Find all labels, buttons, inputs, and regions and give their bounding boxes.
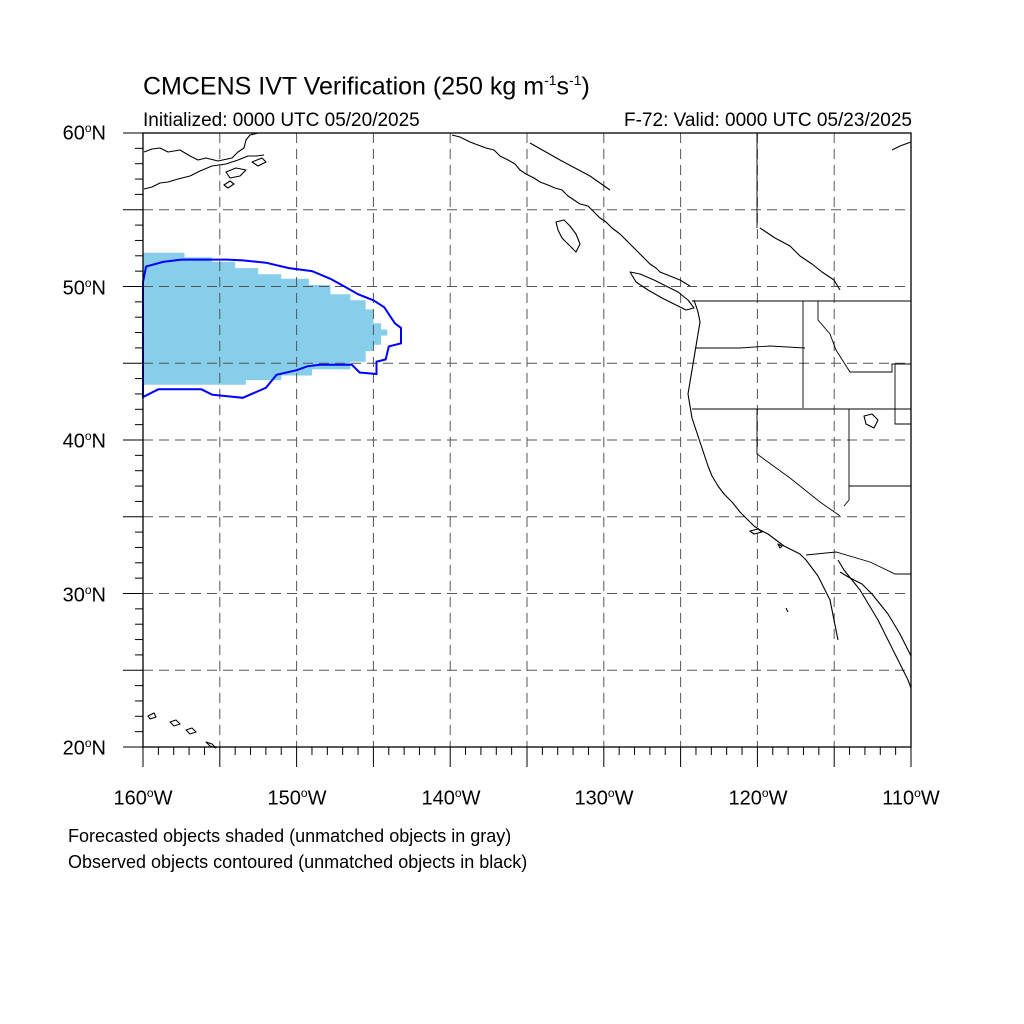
us-mexico-border bbox=[805, 551, 911, 575]
great-salt-lake bbox=[863, 413, 879, 429]
vancouver-island bbox=[629, 271, 695, 311]
forecast-ivt-object bbox=[143, 252, 388, 385]
nevada-utah-border bbox=[848, 409, 911, 487]
hawaii-islands bbox=[147, 712, 217, 749]
idaho-border bbox=[802, 301, 911, 408]
arizona-border bbox=[843, 486, 850, 507]
observed-objects bbox=[142, 258, 402, 399]
alaska-coast bbox=[143, 132, 265, 190]
canada-interior-coast bbox=[529, 141, 912, 291]
title-mid: s bbox=[556, 72, 570, 101]
lon-label-150w: 150oW bbox=[267, 786, 327, 810]
lat-label-20: 20oN bbox=[62, 736, 106, 760]
wyoming-utah-box bbox=[894, 364, 911, 425]
lon-label-130w: 130oW bbox=[574, 786, 634, 810]
init-time-label: Initialized: 0000 UTC 05/20/2025 bbox=[143, 110, 420, 131]
lon-label-160w: 160oW bbox=[113, 786, 173, 810]
lat-label-50: 50oN bbox=[62, 276, 106, 300]
alaska-island bbox=[223, 157, 267, 189]
lat-label-60: 60oN bbox=[62, 121, 106, 145]
baja-gulf-coast bbox=[837, 559, 912, 689]
bc-coast bbox=[451, 134, 691, 287]
lon-label-140w: 140oW bbox=[421, 786, 481, 810]
footnote-observed: Observed objects contoured (unmatched ob… bbox=[68, 852, 528, 872]
lat-lon-grid bbox=[143, 133, 911, 747]
title-main: CMCENS IVT Verification (250 kg m bbox=[143, 72, 545, 101]
california-nevada-border bbox=[756, 409, 841, 517]
title-exponent-2: -1 bbox=[569, 72, 582, 88]
lon-label-110w: 110oW bbox=[882, 786, 940, 810]
us-west-coast bbox=[687, 299, 839, 641]
lat-label-30: 30oN bbox=[62, 583, 106, 607]
lon-label-120w: 120oW bbox=[728, 786, 788, 810]
washington-oregon-border bbox=[696, 345, 806, 349]
observed-ivt-contour bbox=[142, 258, 402, 399]
political-boundaries bbox=[692, 133, 911, 575]
forecast-objects bbox=[143, 252, 388, 385]
title-end: ) bbox=[581, 72, 590, 101]
mexico-mainland-coast bbox=[839, 571, 912, 657]
haida-gwaii bbox=[555, 219, 581, 253]
axis-ticks bbox=[123, 132, 912, 767]
valid-time-label: F-72: Valid: 0000 UTC 05/23/2025 bbox=[624, 110, 912, 131]
coastlines bbox=[143, 132, 912, 749]
lat-label-40: 40oN bbox=[62, 429, 106, 453]
channel-islands bbox=[749, 528, 789, 613]
title-exponent-1: -1 bbox=[544, 72, 557, 88]
chart-title: CMCENS IVT Verification (250 kg m-1s-1) bbox=[143, 72, 590, 101]
footnote-forecast: Forecasted objects shaded (unmatched obj… bbox=[68, 826, 512, 846]
